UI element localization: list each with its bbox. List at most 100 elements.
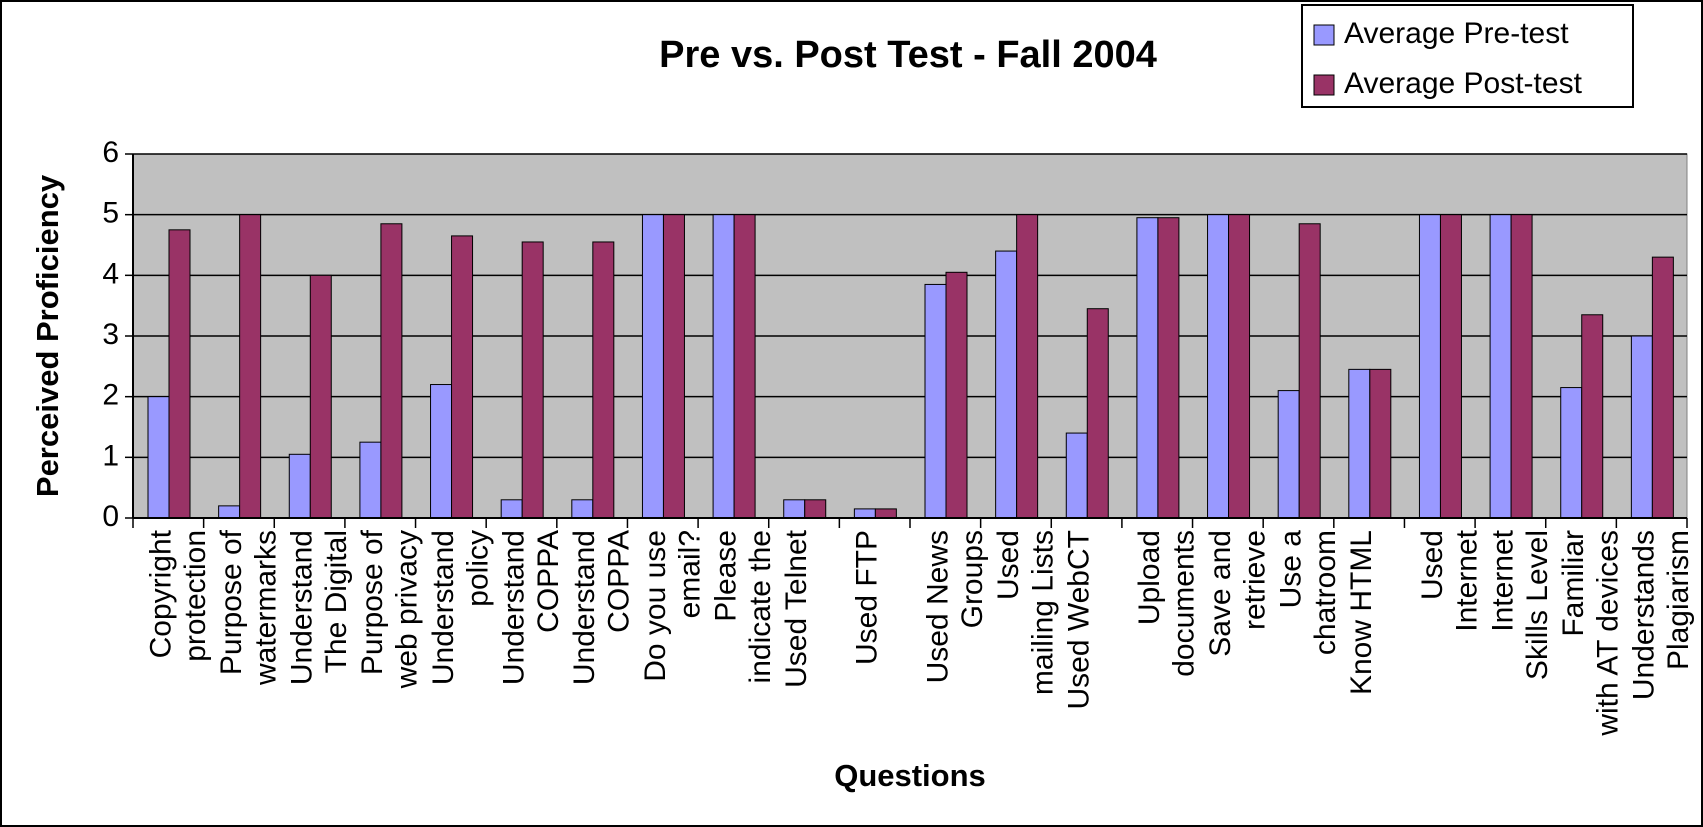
bar [1136, 217, 1159, 519]
bar [309, 274, 332, 519]
x-tick-label-line: Please [709, 530, 742, 622]
y-tick-label: 0 [102, 500, 119, 533]
bar [168, 229, 191, 519]
x-tick-label-line: Understand [568, 530, 601, 685]
bar [1489, 214, 1512, 519]
x-tick-label: Used NewsGroups [921, 530, 989, 683]
bar [1086, 308, 1109, 519]
legend-label: Average Pre-test [1344, 17, 1569, 50]
bar [1439, 214, 1462, 519]
x-tick-label: Understandpolicy [427, 530, 495, 685]
y-tick-label: 4 [102, 257, 119, 290]
bar [1418, 214, 1441, 519]
legend-label: Average Post-test [1344, 67, 1583, 100]
bar [1065, 432, 1088, 519]
x-tick-label-line: Save and [1204, 530, 1237, 657]
bar [1560, 387, 1583, 519]
x-tick-label-line: Use a [1275, 530, 1308, 609]
bar [147, 396, 170, 519]
y-tick-label: 5 [102, 197, 119, 230]
bar [451, 235, 474, 519]
bar [924, 283, 947, 519]
bar [1016, 214, 1039, 519]
bar [1510, 214, 1533, 519]
x-tick-label-line: Copyright [144, 529, 177, 658]
bar [1157, 217, 1180, 519]
bar [1651, 256, 1674, 519]
x-tick-label-line: Understand [286, 530, 319, 685]
bar [874, 508, 897, 519]
x-tick-label: UnderstandThe Digital [286, 530, 354, 685]
x-tick-label: UnderstandCOPPA [568, 530, 636, 685]
x-tick-label-line: policy [461, 530, 494, 607]
bar [1277, 390, 1300, 519]
x-tick-label: UnderstandCOPPA [498, 530, 566, 685]
y-tick-label: 6 [102, 136, 119, 169]
x-tick-label-line: Internet [1450, 529, 1483, 631]
bar [995, 250, 1018, 519]
x-tick-label-line: web privacy [391, 530, 424, 689]
x-tick-label-line: mailing Lists [1026, 530, 1059, 695]
x-tick-label: Used FTP [851, 530, 884, 665]
x-tick-label: Copyrightprotection [144, 529, 212, 661]
bar [571, 499, 594, 519]
x-tick-label: Purpose ofweb privacy [356, 529, 424, 689]
x-tick-label-line: Internet [1486, 529, 1519, 631]
bar [1369, 368, 1392, 519]
x-tick-label-line: Skills Level [1521, 530, 1554, 680]
bar [1298, 223, 1321, 519]
bar [592, 241, 615, 519]
x-axis-title: Questions [834, 758, 986, 793]
bar [500, 499, 523, 519]
bar [1348, 368, 1371, 519]
x-tick-label: Used Telnet [780, 529, 813, 688]
bar [430, 384, 453, 519]
bar [662, 214, 685, 519]
x-tick-label-line: Understand [498, 530, 531, 685]
bar [945, 271, 968, 519]
bar [853, 508, 876, 519]
bar [239, 214, 262, 519]
x-tick-label-line: Understands [1628, 530, 1661, 700]
x-tick-label-line: Used Telnet [780, 529, 813, 688]
x-tick-label-line: with AT devices [1592, 530, 1625, 737]
x-tick-label-line: Understand [427, 530, 460, 685]
legend-swatch [1313, 74, 1335, 96]
bar [288, 453, 311, 519]
x-tick-label-line: documents [1168, 530, 1201, 677]
bar [641, 214, 664, 519]
bar [218, 505, 241, 519]
x-tick-label-line: chatroom [1309, 530, 1342, 655]
chart-title: Pre vs. Post Test - Fall 2004 [659, 34, 1157, 76]
x-tick-label: Purpose ofwatermarks [215, 529, 282, 686]
bar [380, 223, 403, 519]
x-tick-label-line: email? [673, 530, 706, 618]
bar [1207, 214, 1230, 519]
x-tick-label-line: indicate the [744, 530, 777, 683]
bar [521, 241, 544, 519]
x-tick-label: Pleaseindicate the [709, 530, 777, 683]
x-tick-label-line: COPPA [603, 530, 636, 633]
x-tick-label: Uploaddocuments [1133, 530, 1201, 677]
y-tick-label: 2 [102, 379, 119, 412]
y-axis-title: Perceived Proficiency [30, 174, 65, 497]
bar [712, 214, 735, 519]
x-tick-label-line: COPPA [532, 530, 565, 633]
legend-swatch [1313, 24, 1335, 46]
x-tick-label-line: watermarks [249, 530, 282, 686]
x-tick-label-line: Used WebCT [1063, 530, 1096, 710]
legend [1301, 4, 1634, 108]
x-tick-label: Familiarwith AT devices [1557, 530, 1625, 737]
y-tick-label: 1 [102, 439, 119, 472]
x-tick-label: InternetSkills Level [1486, 529, 1554, 680]
x-tick-label: Save andretrieve [1204, 530, 1272, 657]
x-tick-label: Use achatroom [1275, 530, 1343, 655]
x-tick-label: Usedmailing Lists [992, 530, 1060, 695]
x-tick-label-line: Know HTML [1345, 530, 1378, 695]
bar [1228, 214, 1251, 519]
x-tick-label: UnderstandsPlagiarism [1628, 530, 1696, 700]
bar [1630, 335, 1653, 519]
bar [1581, 314, 1604, 519]
